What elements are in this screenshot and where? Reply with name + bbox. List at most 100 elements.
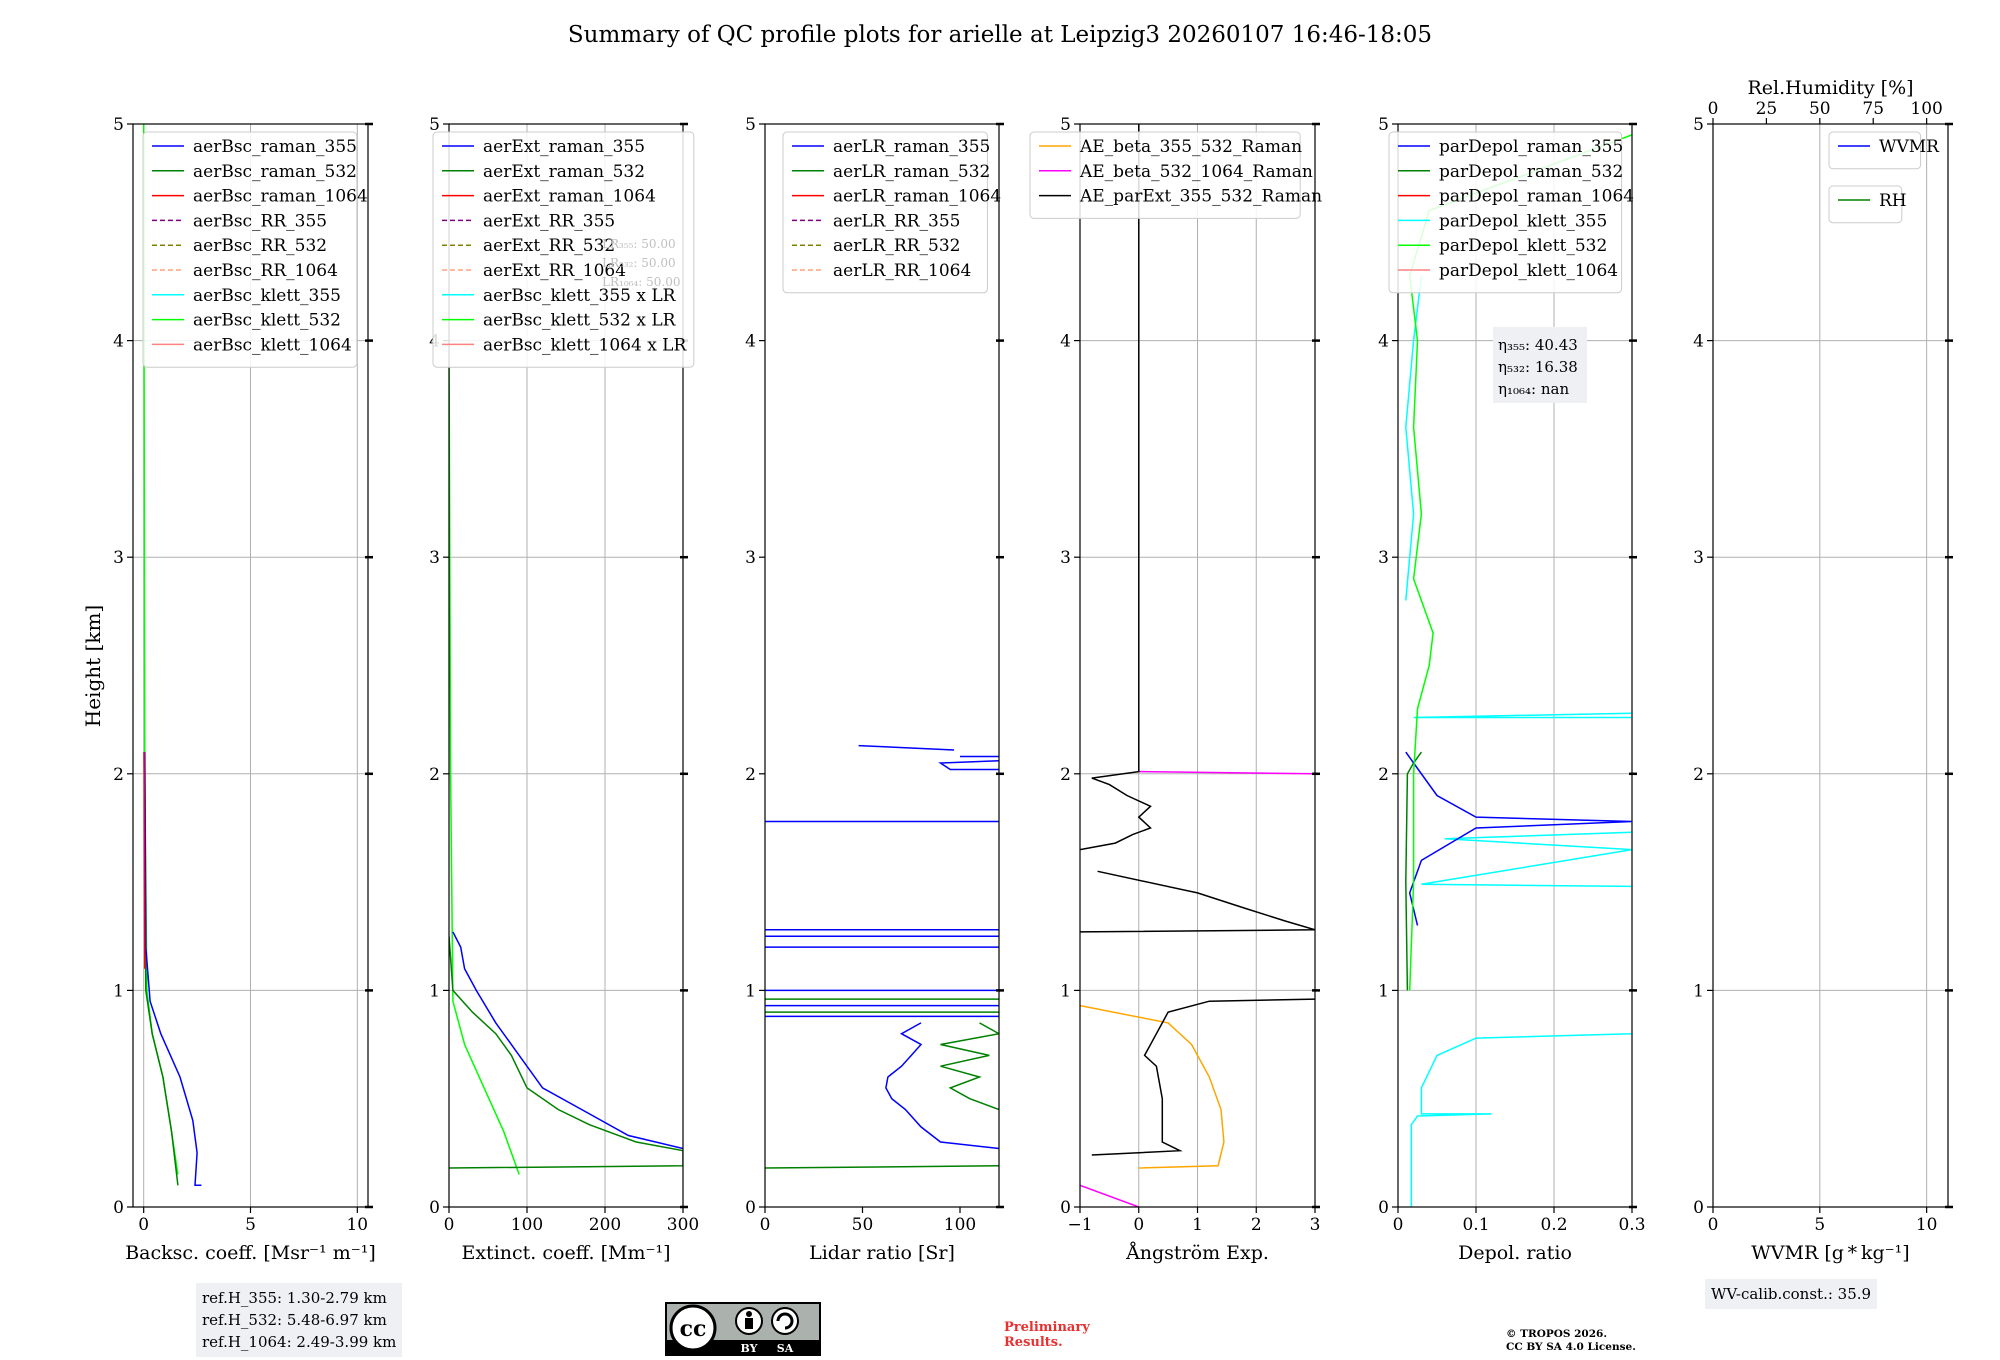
x-axis-label: Extinct. coeff. [Mm⁻¹] — [461, 1242, 670, 1264]
legend-label: aerLR_RR_355 — [833, 211, 960, 231]
top-tick-label: 100 — [1910, 99, 1942, 119]
panel-bsc: 0 5 10 0 1 2 3 4 5 Backsc. coeff. [Msr⁻¹ m⁻¹] aerB… — [113, 115, 376, 1264]
y-tick-label: 2 — [1060, 765, 1071, 785]
legend-label: aerBsc_klett_1064 x LR — [483, 335, 687, 355]
legend-label: aerExt_RR_532 — [483, 236, 615, 256]
series-line-AE_beta_355_532_Raman — [1080, 1004, 1225, 1169]
series-line-aerBsc_raman_532 — [143, 752, 179, 1186]
series-line-parDepol_klett_355 — [1413, 712, 1632, 719]
cc-badge-text: cc — [680, 1316, 707, 1342]
x-axis-label: Ångström Exp. — [1125, 1242, 1269, 1264]
y-tick-label: 1 — [429, 981, 440, 1001]
legend-label: aerLR_raman_355 — [833, 137, 990, 157]
legend-label: parDepol_raman_532 — [1439, 162, 1623, 182]
preliminary-note: Preliminary Results. — [1004, 1320, 1090, 1350]
series-line-aerBsc_raman_1064 — [143, 752, 146, 969]
legend-label: aerLR_raman_1064 — [833, 187, 1001, 207]
legend-label: aerBsc_klett_355 x LR — [483, 286, 677, 306]
panel-depol: 0 0.1 0.2 0.3 0 1 2 3 4 5 Depol. ratio parDepol_ram… — [1378, 115, 1645, 1264]
y-tick-label: 4 — [1693, 332, 1704, 352]
preliminary-line-1: Preliminary — [1004, 1320, 1090, 1335]
legend-label: aerBsc_raman_355 — [193, 137, 357, 157]
legend-label: AE_beta_355_532_Raman — [1079, 137, 1302, 157]
series-group-ext — [449, 340, 683, 1175]
x-tick-label: 0 — [1133, 1215, 1144, 1235]
x-axis-label: WVMR [g * kg⁻¹] — [1751, 1242, 1909, 1264]
legend-label: aerBsc_RR_1064 — [193, 261, 338, 281]
series-line-AE_parExt_355_532_Raman — [1080, 124, 1152, 851]
series-group-depol — [1405, 134, 1632, 1207]
series-line-aerExt_raman_532 — [449, 936, 683, 1169]
y-tick-label: 2 — [429, 765, 440, 785]
y-tick-label: 0 — [1060, 1198, 1071, 1218]
y-tick-label: 3 — [429, 548, 440, 568]
eta-value: η₅₃₂: 16.38 — [1498, 358, 1578, 376]
eta-box-bg — [1493, 327, 1587, 403]
wv-calib-const: WV-calib.const.: 35.9 — [1711, 1285, 1872, 1303]
legend-label: RH — [1879, 191, 1907, 211]
legend-label: aerBsc_klett_1064 — [193, 335, 352, 355]
series-group-lr — [765, 744, 999, 1169]
top-axis-label: Rel.Humidity [%] — [1747, 77, 1913, 99]
x-tick-label: 200 — [589, 1215, 621, 1235]
y-tick-label: 3 — [1060, 548, 1071, 568]
ref-height-1064: ref.H_1064: 2.49-3.99 km — [202, 1333, 397, 1351]
y-tick-label: 4 — [745, 332, 756, 352]
x-axis-label: Backsc. coeff. [Msr⁻¹ m⁻¹] — [125, 1242, 376, 1264]
y-tick-label: 0 — [429, 1198, 440, 1218]
legend-box — [1828, 185, 1903, 224]
y-tick-label: 5 — [429, 115, 440, 135]
y-tick-label: 5 — [745, 115, 756, 135]
legend-label: aerBsc_klett_532 x LR — [483, 311, 677, 331]
sa-badge-text: SA — [777, 1342, 794, 1355]
top-tick-label: 50 — [1809, 99, 1831, 119]
y-tick-label: 1 — [745, 981, 756, 1001]
series-line-parDepol_klett_355 — [1410, 1032, 1632, 1207]
legend-label: parDepol_klett_532 — [1439, 236, 1607, 256]
x-tick-label: 50 — [852, 1215, 874, 1235]
x-tick-label: 2 — [1251, 1215, 1262, 1235]
y-tick-label: 2 — [1378, 765, 1389, 785]
x-tick-label: 0 — [760, 1215, 771, 1235]
y-tick-label: 5 — [1378, 115, 1389, 135]
x-tick-label: 3 — [1310, 1215, 1321, 1235]
ref-height-box: ref.H_355: 1.30-2.79 km ref.H_532: 5.48-… — [196, 1283, 403, 1357]
legend-label: aerBsc_raman_1064 — [193, 187, 368, 207]
x-tick-label: 0.2 — [1540, 1215, 1567, 1235]
x-tick-label: 1 — [1192, 1215, 1203, 1235]
series-line-parDepol_raman_532 — [1405, 751, 1423, 991]
series-line-aerExt_raman_355 — [452, 931, 683, 1150]
lr-annotation: LR₅₃₂: 50.00 — [602, 256, 676, 270]
eta-box: η₃₅₅: 40.43 η₅₃₂: 16.38 η₁₀₆₄: nan — [1493, 327, 1587, 403]
legend-label: aerExt_raman_1064 — [483, 187, 656, 207]
x-axis-label: Depol. ratio — [1458, 1242, 1572, 1264]
legend-label: AE_beta_532_1064_Raman — [1079, 162, 1313, 182]
y-tick-label: 2 — [1693, 765, 1704, 785]
series-line-aerLR_raman_532-profile — [940, 1022, 999, 1111]
panel-ext: 0100200300012345Extinct. coeff. [Mm⁻¹]ae… — [429, 115, 699, 1264]
legend-label: aerLR_RR_1064 — [833, 261, 971, 281]
y-tick-label: 3 — [1693, 548, 1704, 568]
legend-label: aerLR_RR_532 — [833, 236, 960, 256]
x-tick-label: 5 — [245, 1215, 256, 1235]
series-line-parDepol_klett_355 — [1405, 275, 1423, 601]
legend-label: aerBsc_klett_532 — [193, 311, 341, 331]
x-tick-label: 100 — [511, 1215, 543, 1235]
top-tick-label: 0 — [1708, 99, 1719, 119]
preliminary-line-2: Results. — [1004, 1335, 1063, 1350]
legend-label: parDepol_klett_1064 — [1439, 261, 1618, 281]
legend-box — [1828, 131, 1922, 170]
y-tick-label: 1 — [1060, 981, 1071, 1001]
y-tick-label: 5 — [113, 115, 124, 135]
ref-height-532: ref.H_532: 5.48-6.97 km — [202, 1311, 387, 1329]
series-group-ae — [1080, 124, 1315, 1207]
legend-label: aerExt_raman_532 — [483, 162, 645, 182]
y-tick-label: 0 — [113, 1198, 124, 1218]
legend: aerExt_raman_355 aerExt_raman_532 aerExt_r… — [432, 131, 695, 368]
y-tick-label: 3 — [1378, 548, 1389, 568]
series-line-aerBsc_raman_355 — [144, 752, 202, 1187]
y-tick-label: 1 — [113, 981, 124, 1001]
copyright-line-2: CC BY SA 4.0 License. — [1506, 1341, 1636, 1353]
eta-value: η₁₀₆₄: nan — [1498, 380, 1569, 398]
x-tick-label: 0.3 — [1618, 1215, 1645, 1235]
